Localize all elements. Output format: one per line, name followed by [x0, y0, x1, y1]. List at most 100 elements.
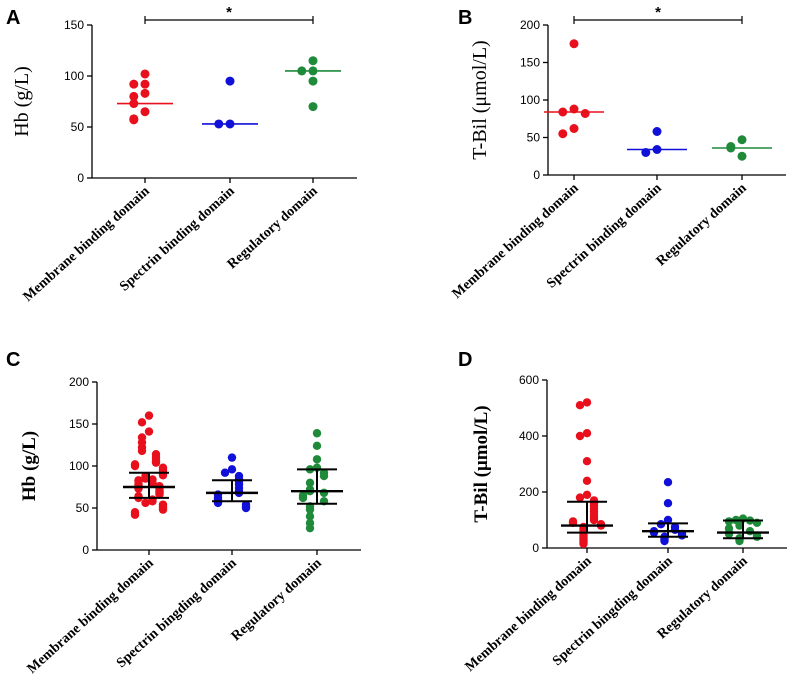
data-point	[141, 498, 150, 508]
data-point	[305, 523, 315, 533]
data-point	[745, 527, 755, 536]
data-point	[580, 109, 590, 118]
x-category-label: Regulatory domain	[654, 181, 750, 270]
y-tick-label: 0	[77, 171, 84, 185]
data-point	[308, 76, 318, 86]
data-point	[137, 446, 147, 456]
y-tick-label: 50	[527, 131, 541, 145]
y-tick-label: 100	[520, 93, 540, 107]
data-point	[312, 441, 322, 451]
data-point	[670, 525, 680, 534]
panel-label-b: B	[458, 7, 472, 29]
data-point	[663, 515, 673, 525]
y-tick-label: 50	[76, 501, 90, 515]
data-point	[319, 488, 329, 498]
x-category-label: Regulatory domain	[225, 184, 321, 273]
data-point	[305, 505, 315, 514]
data-point	[305, 512, 315, 521]
data-point	[575, 431, 585, 441]
data-point	[558, 129, 568, 139]
data-point	[582, 398, 592, 407]
y-tick-label: 200	[519, 485, 539, 499]
data-point	[148, 497, 157, 506]
data-point	[129, 115, 139, 125]
data-point	[220, 468, 230, 477]
data-point	[569, 39, 579, 49]
data-point	[130, 510, 140, 519]
y-tick-label: 200	[520, 18, 540, 32]
data-point	[677, 531, 687, 540]
y-tick-label: 150	[520, 56, 540, 70]
panel-label-d: D	[458, 349, 472, 371]
data-point	[140, 107, 150, 117]
data-point	[141, 474, 150, 483]
y-tick-label: 100	[64, 69, 84, 83]
data-point	[582, 429, 592, 438]
chart-panel-d: 0 200 400 600 T-Bil (μmol/L) Membrane binding…	[463, 373, 787, 675]
data-point	[140, 88, 150, 98]
data-point	[312, 429, 322, 438]
data-point	[737, 135, 747, 145]
x-category-label: Regulatory domain	[229, 556, 325, 645]
data-point	[308, 56, 318, 66]
data-point	[652, 127, 662, 136]
data-point	[158, 505, 168, 514]
y-tick-label: 100	[69, 459, 89, 473]
y-tick-label: 150	[69, 417, 89, 431]
data-point	[144, 427, 154, 436]
y-tick-label: 400	[519, 429, 539, 443]
data-point	[213, 498, 223, 508]
y-axis-label: Hb (g/L)	[11, 66, 33, 137]
data-point	[582, 490, 592, 499]
data-point	[144, 411, 154, 420]
data-point	[735, 521, 744, 530]
data-point	[305, 478, 315, 487]
data-point	[663, 499, 673, 508]
data-point	[227, 453, 237, 462]
data-point	[660, 536, 669, 546]
panel-label-c: C	[6, 349, 20, 371]
data-point	[241, 503, 251, 513]
data-point	[575, 401, 585, 410]
significance-label: *	[655, 4, 661, 21]
y-tick-label: 0	[82, 543, 89, 557]
data-point	[663, 478, 673, 487]
data-point	[137, 418, 147, 427]
data-point	[148, 479, 157, 488]
data-point	[129, 91, 139, 101]
y-axis-label: T-Bil (μmol/L)	[471, 405, 492, 522]
data-point	[319, 471, 329, 481]
panel-label-a: A	[6, 7, 20, 29]
data-point	[579, 539, 588, 548]
data-point	[649, 528, 659, 537]
data-point	[227, 465, 237, 474]
data-point	[582, 457, 592, 466]
data-point	[312, 455, 322, 464]
data-point	[752, 532, 762, 541]
y-axis-label: Hb (g/L)	[19, 431, 40, 501]
data-point	[589, 515, 599, 525]
data-point	[569, 124, 579, 133]
y-tick-label: 150	[64, 18, 84, 32]
data-point	[225, 76, 235, 86]
data-point	[130, 461, 140, 471]
data-point	[129, 79, 139, 89]
y-tick-label: 0	[532, 541, 539, 555]
y-axis-label: T-Bil (μmol/L)	[469, 40, 491, 159]
data-point	[724, 529, 734, 539]
data-point	[737, 151, 747, 161]
data-point	[140, 69, 150, 79]
x-category-label: Membrane binding domain	[463, 554, 595, 675]
y-tick-label: 0	[533, 168, 540, 182]
y-tick-label: 50	[71, 120, 85, 134]
significance-label: *	[226, 4, 232, 21]
data-point	[582, 476, 592, 485]
y-tick-label: 200	[69, 375, 89, 389]
data-point	[134, 484, 143, 493]
data-point	[298, 493, 308, 503]
y-tick-label: 600	[519, 373, 539, 387]
data-point	[140, 79, 150, 89]
